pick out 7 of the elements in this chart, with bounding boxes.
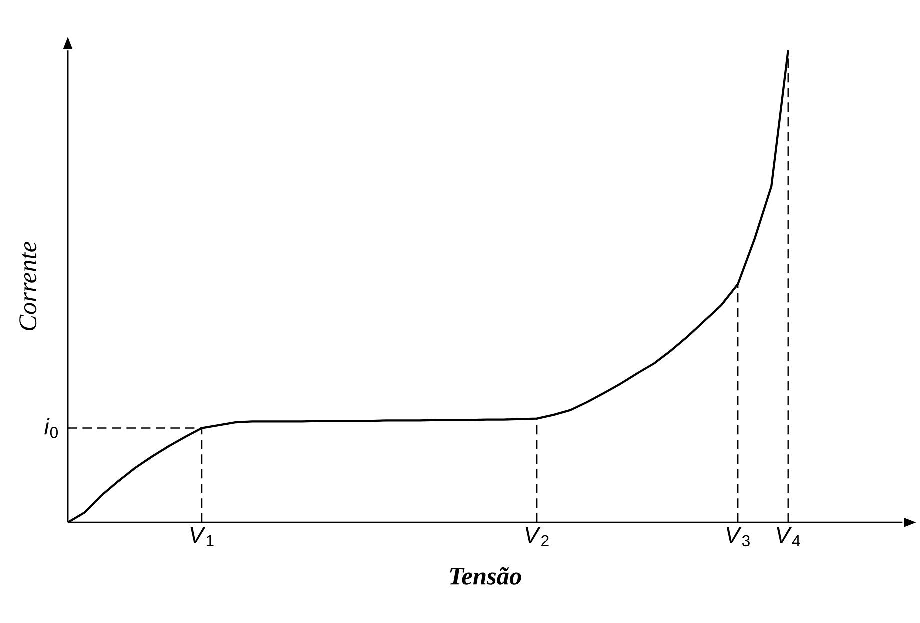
y-axis-title: Corrente <box>20 242 37 331</box>
ref-line-label: i$_{0}$ <box>44 418 58 438</box>
x-tick-label: V$_{1}$ <box>190 528 214 547</box>
x-tick-label: V$_{3}$ <box>726 528 750 547</box>
x-tick-label: V$_{4}$ <box>777 528 800 547</box>
x-tick-label: V$_{2}$ <box>526 528 549 547</box>
x-axis-title: Tensão <box>450 568 522 586</box>
